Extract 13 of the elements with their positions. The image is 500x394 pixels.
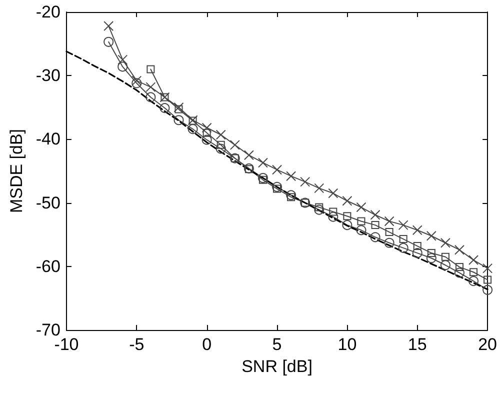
y-axis-title: MSDE [dB] xyxy=(7,128,26,214)
x-tick-label: 20 xyxy=(478,335,498,354)
y-tick-label: -20 xyxy=(36,2,60,22)
x-tick-label: 15 xyxy=(408,335,427,354)
x-tick-label: 0 xyxy=(202,335,212,354)
x-axis-title: SNR [dB] xyxy=(242,356,312,376)
y-tick-label: -60 xyxy=(36,256,60,276)
y-tick-label: -40 xyxy=(36,130,60,149)
x-tick-label: -5 xyxy=(129,335,144,354)
x-tick-label: 5 xyxy=(272,335,282,354)
x-tick-label: 10 xyxy=(338,335,357,354)
y-tick-label: -50 xyxy=(36,193,60,212)
y-tick-label: -30 xyxy=(36,66,60,86)
